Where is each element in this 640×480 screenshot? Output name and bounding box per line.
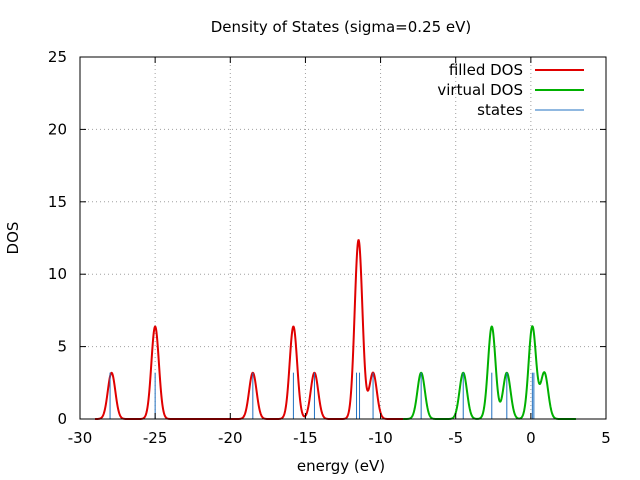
dos-series-line	[95, 239, 404, 420]
y-tick-label: 10	[48, 265, 67, 283]
x-tick-label: -5	[448, 429, 463, 447]
x-tick-label: -20	[218, 429, 243, 447]
grid-lines	[80, 57, 606, 419]
y-axis-label: DOS	[4, 222, 22, 255]
dos-series-line	[403, 325, 576, 420]
x-tick-label: -15	[293, 429, 318, 447]
x-tick-label: -25	[143, 429, 168, 447]
x-axis-label: energy (eV)	[297, 457, 385, 475]
x-tick-label: -10	[368, 429, 393, 447]
series-layer	[95, 239, 576, 420]
axis-ticks	[79, 56, 607, 420]
legend-label: filled DOS	[449, 61, 523, 79]
legend-label: states	[477, 101, 523, 119]
x-tick-label: 0	[526, 429, 536, 447]
y-tick-label: 5	[57, 338, 67, 356]
y-tick-label: 15	[48, 193, 67, 211]
y-tick-labels: 0 5 10 15 20 25	[48, 48, 67, 428]
y-tick-label: 20	[48, 120, 67, 138]
x-tick-labels: -30 -25 -20 -15 -10 -5 0 5	[68, 429, 611, 447]
x-tick-label: -30	[68, 429, 93, 447]
legend-label: virtual DOS	[437, 81, 523, 99]
legend: filled DOS virtual DOS states	[437, 61, 584, 119]
chart-title: Density of States (sigma=0.25 eV)	[211, 18, 472, 36]
y-tick-label: 25	[48, 48, 67, 66]
y-tick-label: 0	[57, 410, 67, 428]
plot-frame	[79, 56, 607, 420]
x-tick-label: 5	[601, 429, 611, 447]
